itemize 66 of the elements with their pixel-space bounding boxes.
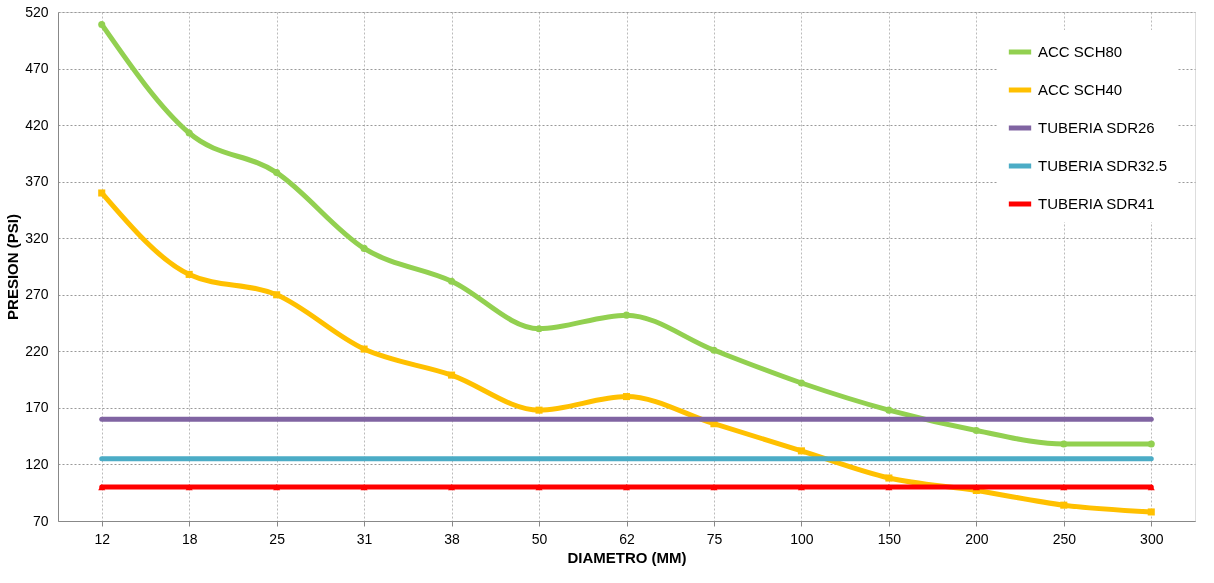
point	[360, 244, 368, 252]
point	[273, 169, 281, 177]
legend-label: TUBERIA SDR41	[1038, 195, 1155, 212]
point	[185, 484, 193, 491]
point	[797, 379, 805, 387]
point	[797, 484, 805, 491]
point	[622, 311, 631, 319]
point	[622, 484, 631, 491]
point	[185, 270, 193, 278]
point	[448, 484, 456, 491]
point	[360, 484, 368, 491]
y-tick-label: 470	[25, 60, 49, 77]
point	[535, 484, 543, 491]
point	[535, 325, 543, 333]
point	[1147, 440, 1155, 448]
x-tick-label: 50	[531, 530, 548, 547]
legend-label: TUBERIA SDR26	[1038, 119, 1155, 136]
point	[448, 277, 456, 285]
x-tick-label: 250	[1052, 530, 1077, 547]
point	[535, 406, 543, 414]
y-tick-label: 270	[25, 286, 49, 303]
point	[448, 371, 456, 379]
legend-label: ACC SCH80	[1038, 43, 1123, 60]
point	[273, 484, 281, 491]
point	[885, 484, 893, 491]
point	[98, 189, 106, 197]
point	[360, 345, 368, 353]
point	[622, 393, 631, 401]
point	[885, 406, 893, 414]
y-tick-label: 320	[25, 229, 49, 246]
point	[273, 291, 281, 299]
x-tick-label: 100	[790, 530, 814, 547]
x-tick-label: 150	[877, 530, 902, 547]
y-tick-label: 120	[25, 455, 49, 472]
y-tick-label: 70	[32, 512, 49, 529]
point	[98, 20, 106, 28]
point	[885, 474, 893, 482]
point	[710, 484, 718, 491]
point	[972, 426, 980, 435]
x-tick-label: 31	[356, 530, 373, 547]
point	[98, 484, 106, 491]
point	[1147, 484, 1155, 491]
y-tick-label: 220	[25, 342, 49, 359]
y-axis-title: PRESION (PSI)	[4, 214, 22, 320]
point	[1060, 440, 1068, 448]
point	[1060, 484, 1068, 491]
x-tick-label: 12	[94, 530, 111, 547]
x-tick-label: 300	[1140, 530, 1164, 547]
point	[1147, 508, 1155, 516]
x-tick-label: 75	[706, 530, 723, 547]
x-axis-title: DIAMETRO (MM)	[567, 548, 687, 566]
y-tick-label: 370	[25, 173, 49, 190]
legend-label: ACC SCH40	[1038, 81, 1123, 98]
y-tick-label: 520	[25, 3, 49, 20]
x-tick-label: 38	[444, 530, 461, 547]
point	[1060, 501, 1068, 509]
point	[710, 346, 718, 354]
y-tick-label: 170	[25, 399, 49, 416]
x-tick-label: 62	[619, 530, 635, 547]
legend-label: TUBERIA SDR32.5	[1038, 157, 1168, 174]
y-tick-label: 420	[25, 116, 49, 133]
x-tick-label: 200	[965, 530, 989, 547]
point	[185, 129, 193, 137]
point	[797, 447, 805, 455]
x-tick-label: 25	[269, 530, 286, 547]
x-tick-label: 18	[181, 530, 198, 547]
